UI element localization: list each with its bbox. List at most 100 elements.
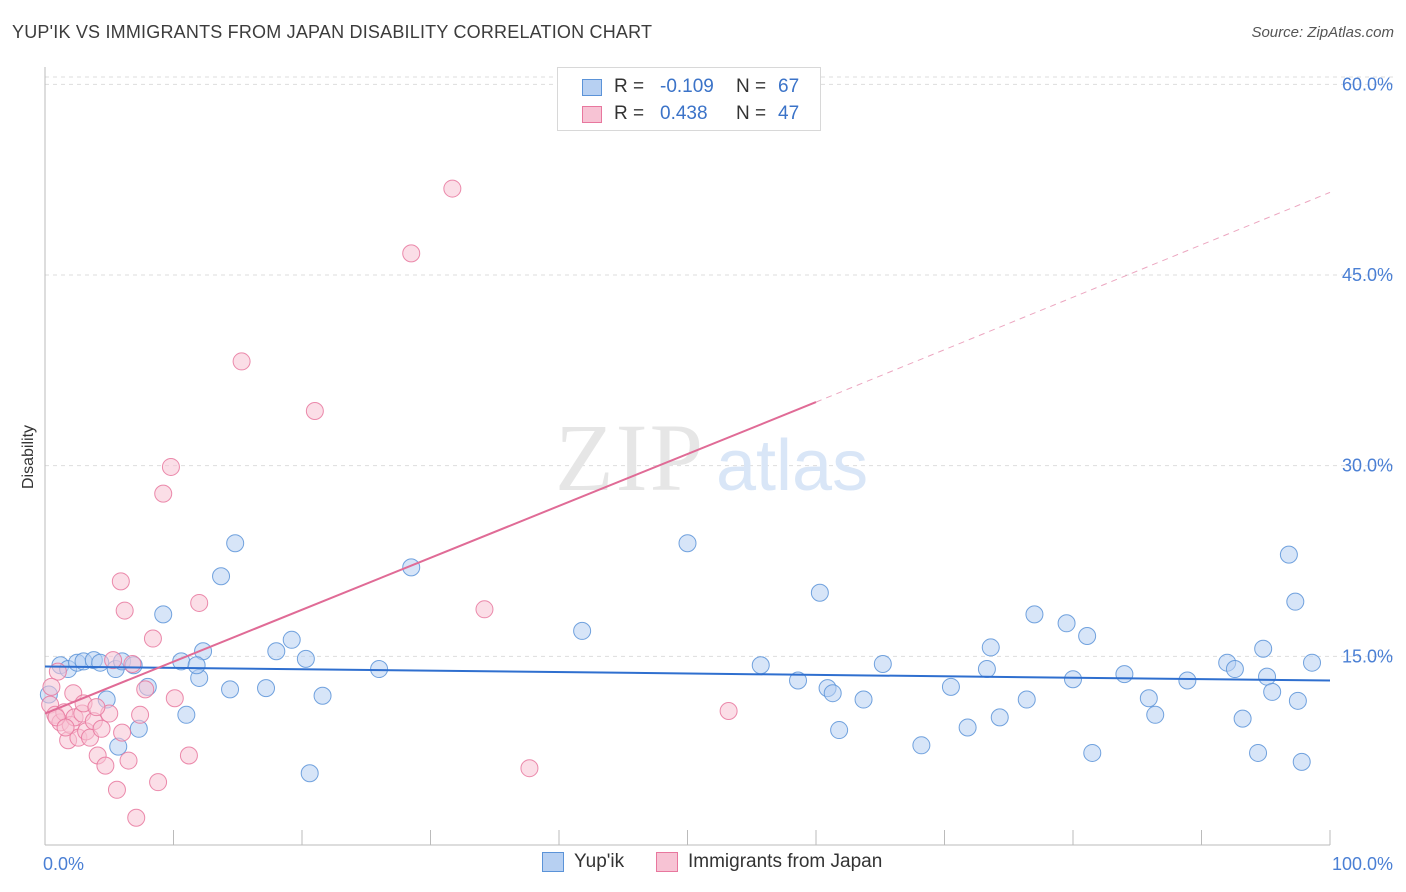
point-yupik	[789, 671, 808, 690]
scatter-points	[39, 179, 1322, 827]
trend-line-japan	[44, 401, 817, 715]
chart-title: YUP'IK VS IMMIGRANTS FROM JAPAN DISABILI…	[12, 22, 653, 42]
point-japan	[161, 457, 180, 476]
point-yupik	[154, 605, 173, 624]
point-yupik	[1225, 660, 1244, 679]
point-yupik	[751, 656, 770, 675]
point-yupik	[296, 649, 315, 668]
legend-n-value: 47	[778, 103, 800, 124]
point-yupik	[1303, 653, 1322, 672]
watermark: ZIP atlas	[555, 404, 868, 511]
point-japan	[305, 402, 324, 421]
point-yupik	[1178, 671, 1197, 690]
bottom-legend-japan[interactable]: Immigrants from Japan	[656, 851, 882, 873]
x-tick-label: 0.0%	[43, 854, 84, 874]
bottom-legend-swatch-japan	[656, 852, 678, 872]
point-yupik	[1025, 605, 1044, 624]
point-yupik	[1286, 592, 1305, 611]
legend-row-japan: R = 0.438 N = 47	[582, 101, 799, 127]
point-yupik	[1083, 743, 1102, 762]
point-japan	[92, 719, 111, 738]
point-japan	[154, 484, 173, 503]
point-yupik	[990, 708, 1009, 727]
point-yupik	[912, 736, 931, 755]
point-japan	[127, 808, 146, 827]
y-tick-label: 30.0%	[1342, 456, 1393, 476]
bottom-legend-label-japan: Immigrants from Japan	[688, 851, 883, 872]
x-tick-label: 100.0%	[1332, 854, 1393, 874]
point-japan	[136, 680, 155, 699]
point-yupik	[1115, 665, 1134, 684]
bottom-legend-yupik[interactable]: Yup'ik	[542, 851, 624, 873]
y-tick-label: 15.0%	[1342, 646, 1393, 666]
point-yupik	[177, 705, 196, 724]
point-japan	[520, 759, 539, 778]
y-axis-label: Disability	[20, 425, 37, 489]
point-yupik	[1263, 682, 1282, 701]
point-japan	[443, 179, 462, 198]
legend-n-label: N =	[736, 76, 767, 97]
bottom-legend: Yup'ik Immigrants from Japan	[0, 851, 1406, 877]
point-japan	[131, 705, 150, 724]
legend-r-label: R =	[614, 76, 645, 97]
point-yupik	[1078, 626, 1097, 645]
point-yupik	[212, 567, 231, 586]
point-japan	[104, 651, 123, 670]
point-yupik	[941, 677, 960, 696]
point-yupik	[854, 690, 873, 709]
y-tick-label: 45.0%	[1342, 265, 1393, 285]
point-japan	[165, 689, 184, 708]
point-japan	[143, 629, 162, 648]
watermark-atlas: atlas	[716, 426, 868, 506]
point-yupik	[257, 679, 276, 698]
point-yupik	[1288, 691, 1307, 710]
trend-line-yupik	[44, 665, 1331, 682]
point-yupik	[267, 642, 286, 661]
point-japan	[149, 773, 168, 792]
point-yupik	[810, 583, 829, 602]
watermark-zip: ZIP	[555, 404, 705, 511]
tick-labels: 15.0% 30.0% 45.0% 60.0% 0.0% 100.0%	[43, 74, 1393, 874]
point-yupik	[958, 718, 977, 737]
point-yupik	[313, 686, 332, 705]
point-yupik	[830, 721, 849, 740]
point-yupik	[1279, 545, 1298, 564]
point-yupik	[282, 630, 301, 649]
point-yupik	[977, 660, 996, 679]
point-yupik	[873, 654, 892, 673]
point-yupik	[300, 764, 319, 783]
legend-swatch-japan	[582, 105, 602, 123]
legend-r-label: R =	[614, 103, 645, 124]
point-japan	[87, 698, 106, 717]
point-yupik	[823, 684, 842, 703]
point-yupik	[1254, 639, 1273, 658]
legend-n-label: N =	[736, 103, 767, 124]
point-japan	[107, 780, 126, 799]
point-yupik	[1139, 689, 1158, 708]
point-japan	[232, 352, 251, 371]
point-yupik	[678, 534, 697, 553]
legend-swatch-yupik	[582, 78, 602, 96]
point-yupik	[1292, 752, 1311, 771]
point-japan	[123, 654, 142, 673]
point-japan	[96, 756, 115, 775]
point-japan	[115, 601, 134, 620]
point-yupik	[221, 680, 240, 699]
point-yupik	[1017, 690, 1036, 709]
y-tick-label: 60.0%	[1342, 74, 1393, 94]
legend-r-value: -0.109	[660, 76, 714, 97]
point-japan	[119, 751, 138, 770]
legend-row-yupik: R = -0.109 N = 67	[582, 74, 799, 100]
point-yupik	[1233, 709, 1252, 728]
legend-n-value: 67	[778, 76, 800, 97]
point-yupik	[981, 638, 1000, 657]
point-yupik	[1057, 614, 1076, 633]
legend-r-value: 0.438	[660, 103, 708, 124]
trend-line-japan-extension	[815, 191, 1331, 403]
point-yupik	[187, 656, 206, 675]
point-japan	[475, 600, 494, 619]
point-yupik	[1064, 670, 1082, 689]
point-japan	[42, 677, 61, 696]
point-japan	[402, 244, 421, 263]
point-yupik	[573, 621, 592, 640]
